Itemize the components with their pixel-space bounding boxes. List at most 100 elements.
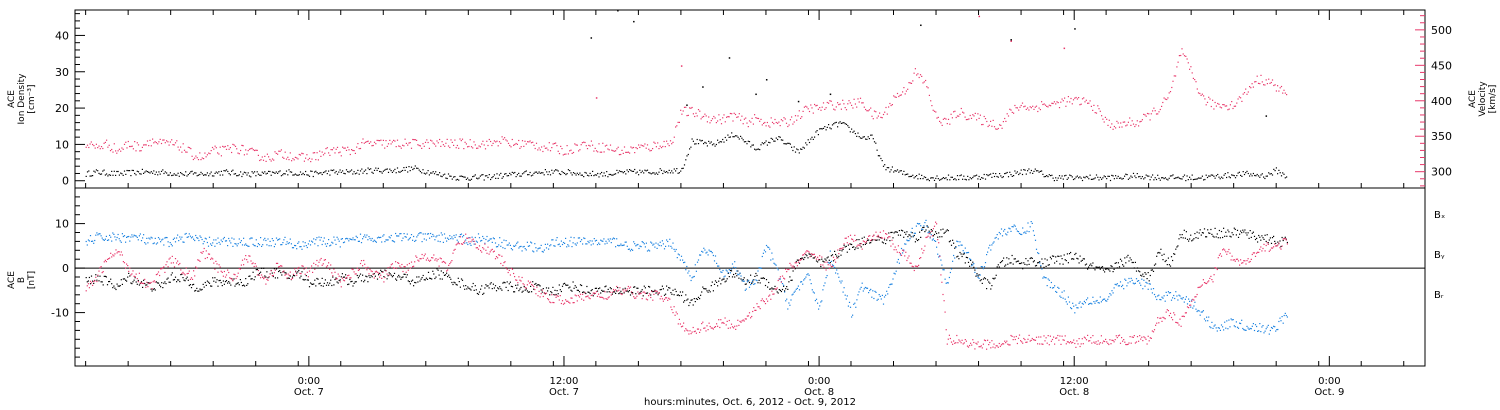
bz-series-point	[607, 297, 609, 299]
bz-series-point	[822, 264, 824, 266]
density-series-point	[217, 172, 219, 174]
bx-series-point	[849, 243, 852, 245]
bz-series-point	[299, 272, 301, 274]
by-series-point	[1176, 295, 1178, 297]
density-series-point	[916, 175, 918, 177]
velocity-series-point	[176, 140, 178, 142]
bx-series-point	[1014, 258, 1016, 260]
density-series-point	[908, 176, 910, 178]
velocity-series-point	[1089, 100, 1091, 102]
density-series-point	[1252, 172, 1254, 175]
bz-series-point	[734, 325, 736, 327]
by-series-point	[632, 249, 634, 251]
bx-series-point	[832, 260, 835, 262]
density-series-point	[511, 171, 513, 173]
velocity-series-point	[800, 117, 802, 119]
by-series-point	[343, 241, 346, 243]
density-series-point	[1004, 173, 1006, 175]
density-series-point	[852, 131, 854, 133]
by-series-point	[485, 238, 487, 241]
velocity-series-point	[603, 151, 605, 153]
by-series-point	[144, 242, 146, 244]
by-series-point	[793, 291, 795, 293]
density-outlier	[765, 79, 768, 81]
bz-series-point	[289, 271, 291, 273]
bz-series-point	[257, 269, 259, 272]
velocity-series-point	[743, 118, 745, 120]
density-series-point	[873, 141, 876, 143]
by-series-point	[845, 298, 847, 300]
bx-series-point	[1213, 236, 1215, 238]
bz-series-point	[778, 278, 780, 280]
by-series-point	[1155, 296, 1157, 298]
velocity-series-point	[1078, 97, 1080, 99]
bx-series-point	[729, 269, 731, 272]
bz-series-point	[471, 239, 473, 241]
bx-series-point	[1039, 261, 1041, 263]
velocity-series-point	[433, 143, 436, 145]
density-series-point	[839, 121, 841, 123]
bx-series-point	[426, 278, 429, 280]
bx-series-point	[635, 293, 637, 295]
velocity-series-point	[820, 109, 822, 111]
bz-series-point	[457, 242, 459, 244]
velocity-series-point	[1201, 93, 1203, 95]
bx-series-point	[702, 286, 704, 288]
by-series-point	[667, 240, 669, 243]
bz-series-point	[791, 266, 793, 268]
by-series-point	[988, 247, 990, 249]
b-axis-tick-label: -10	[51, 307, 69, 320]
bx-series-point	[1099, 268, 1101, 270]
density-series-point	[791, 146, 793, 148]
bz-series-point	[691, 331, 693, 333]
by-series-point	[475, 240, 477, 242]
velocity-series-point	[622, 152, 624, 154]
by-series-point	[855, 306, 857, 308]
bx-series-point	[1057, 255, 1059, 257]
by-series-point	[641, 241, 643, 243]
by-series-point	[179, 236, 181, 238]
velocity-series-point	[1010, 109, 1012, 111]
bx-series-point	[535, 282, 537, 285]
bx-series-point	[807, 257, 809, 259]
density-series-point	[635, 172, 637, 174]
density-series-point	[402, 169, 404, 172]
bx-series-point	[151, 290, 153, 292]
by-series-point	[1284, 312, 1286, 314]
by-series-point	[992, 242, 994, 244]
density-outlier	[755, 93, 757, 96]
bz-series-point	[255, 265, 257, 267]
velocity-series-point	[1186, 58, 1188, 60]
bz-series-point	[103, 261, 105, 263]
density-series-point	[451, 178, 453, 180]
by-series-point	[807, 273, 809, 275]
velocity-outlier	[1063, 47, 1066, 50]
velocity-series-point	[330, 149, 332, 151]
by-series-point	[1156, 298, 1158, 301]
by-series-point	[688, 270, 690, 272]
velocity-series-point	[660, 147, 663, 149]
bz-series-point	[424, 253, 426, 255]
bx-series-point	[1214, 227, 1216, 229]
density-series-point	[752, 144, 754, 146]
bz-series-point	[137, 281, 139, 283]
velocity-series-point	[538, 147, 540, 149]
by-series-point	[600, 239, 602, 241]
by-series-point	[637, 243, 639, 246]
bz-series-point	[832, 256, 835, 258]
by-series-point	[1055, 290, 1057, 293]
by-series-point	[573, 237, 575, 239]
density-series-point	[888, 167, 890, 169]
density-series-point	[543, 174, 545, 176]
bx-series-point	[794, 268, 796, 270]
by-series-point	[1198, 310, 1200, 312]
bz-series-point	[701, 323, 703, 325]
by-series-point	[1240, 322, 1242, 325]
bx-series-point	[996, 266, 998, 268]
density-series-point	[644, 169, 646, 171]
by-series-point	[717, 265, 719, 267]
bx-series-point	[475, 289, 477, 291]
bz-series-point	[92, 284, 94, 286]
bx-series-point	[609, 287, 611, 289]
by-series-point	[1078, 302, 1080, 304]
